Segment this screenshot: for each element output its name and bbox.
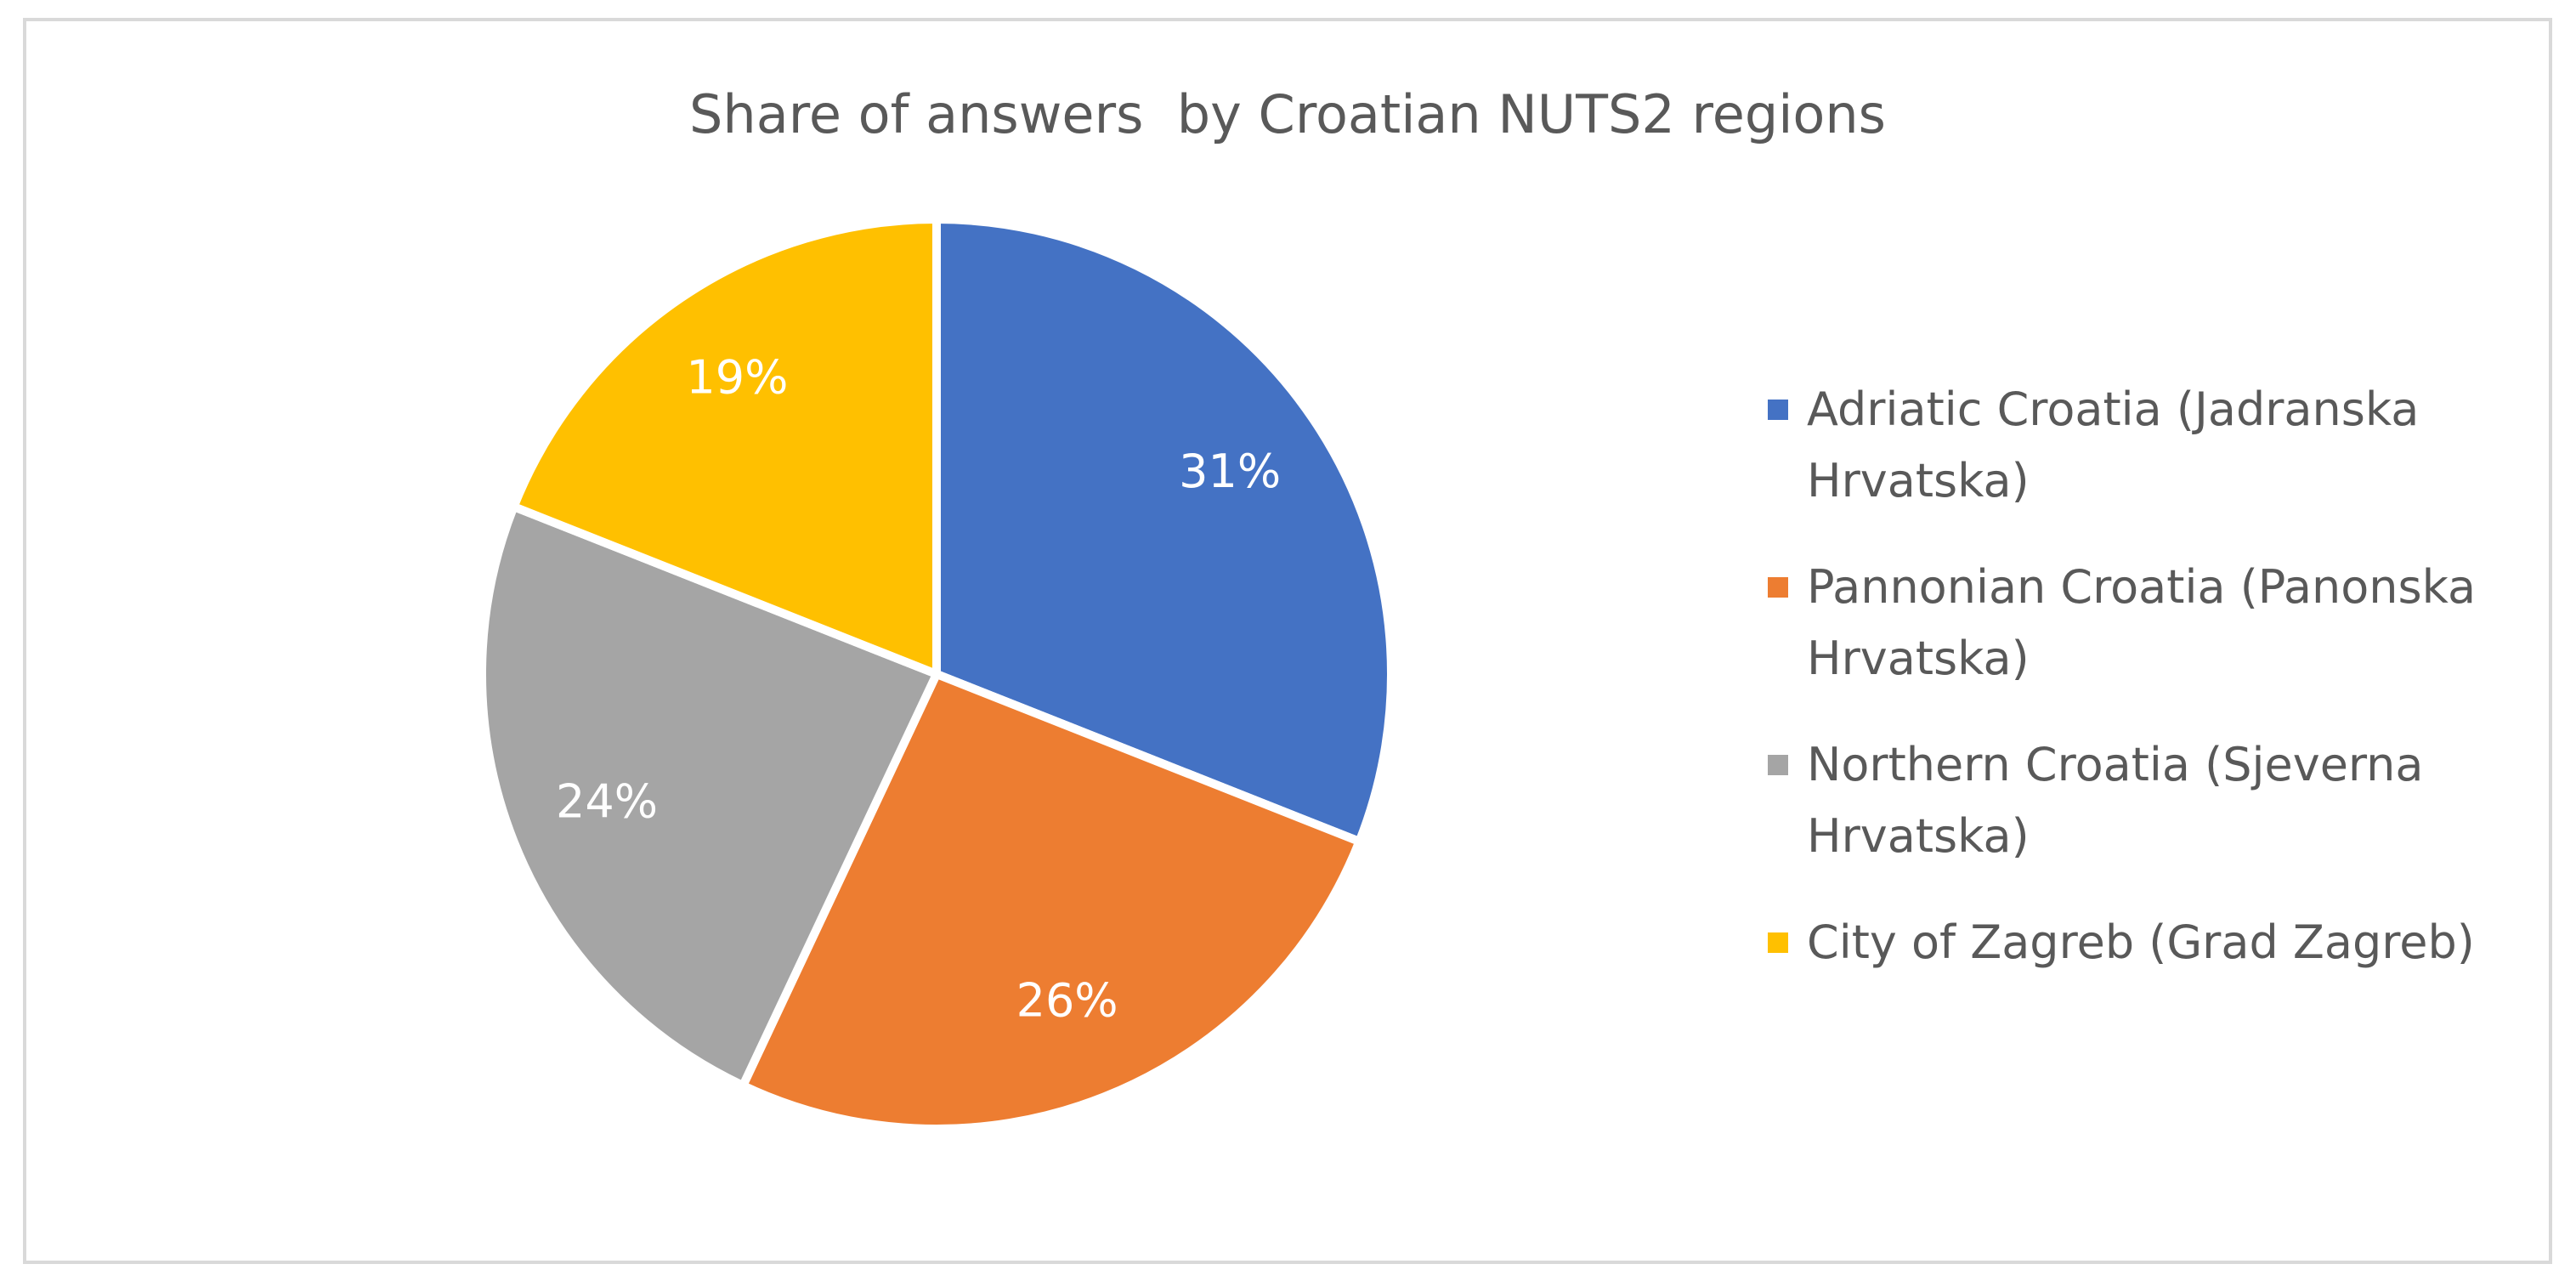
- legend-item: Pannonian Croatia (Panonska Hrvatska): [1768, 552, 2516, 694]
- chart-title: Share of answers by Croatian NUTS2 regio…: [689, 83, 1886, 145]
- data-label: 26%: [1016, 974, 1118, 1028]
- pie-slice: [478, 502, 941, 1091]
- legend-swatch: [1768, 577, 1788, 598]
- legend-item: Northern Croatia (Sjeverna Hrvatska): [1768, 729, 2516, 872]
- legend-item: City of Zagreb (Grad Zagreb): [1768, 907, 2516, 978]
- pie-slice: [509, 215, 941, 678]
- legend-label: Northern Croatia (Sjeverna Hrvatska): [1807, 738, 2424, 863]
- data-label: 24%: [556, 774, 658, 828]
- legend-swatch: [1768, 932, 1788, 953]
- legend-swatch: [1768, 400, 1788, 420]
- legend-label: Pannonian Croatia (Panonska Hrvatska): [1807, 560, 2477, 685]
- legend: Adriatic Croatia (Jadranska Hrvatska) Pan…: [1768, 374, 2516, 1013]
- data-label: 31%: [1179, 445, 1281, 498]
- legend-label: City of Zagreb (Grad Zagreb): [1807, 915, 2475, 969]
- pie-slice: [739, 670, 1364, 1133]
- legend-swatch: [1768, 755, 1788, 775]
- pie-slice: [932, 215, 1396, 846]
- legend-label: Adriatic Croatia (Jadranska Hrvatska): [1807, 383, 2420, 507]
- data-label: 19%: [686, 350, 788, 404]
- legend-item: Adriatic Croatia (Jadranska Hrvatska): [1768, 374, 2516, 517]
